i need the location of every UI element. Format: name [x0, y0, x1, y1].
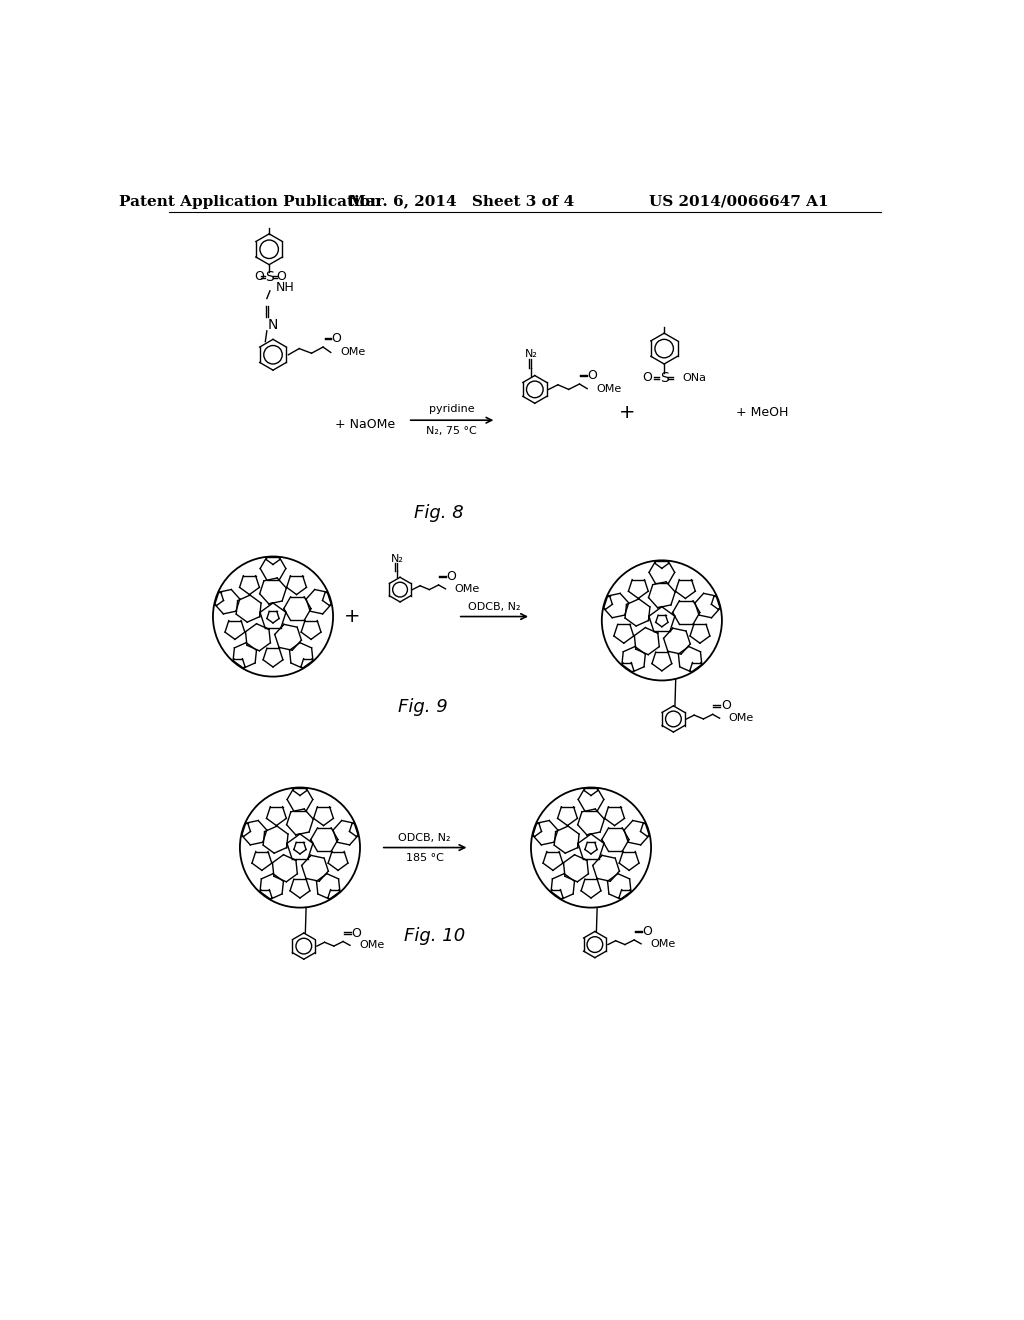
Text: O: O: [588, 370, 597, 381]
Text: OMe: OMe: [650, 939, 676, 949]
Text: 185 °C: 185 °C: [406, 853, 443, 862]
Text: ODCB, N₂: ODCB, N₂: [398, 833, 451, 842]
Text: S: S: [265, 271, 273, 284]
Text: + MeOH: + MeOH: [736, 407, 788, 418]
Text: ODCB, N₂: ODCB, N₂: [468, 602, 520, 611]
Text: S: S: [659, 371, 669, 385]
Text: O: O: [276, 271, 287, 284]
Text: OMe: OMe: [455, 583, 480, 594]
Text: O: O: [721, 700, 731, 713]
Text: ONa: ONa: [682, 372, 706, 383]
Text: O: O: [351, 927, 361, 940]
Text: N₂, 75 °C: N₂, 75 °C: [426, 426, 477, 436]
Circle shape: [213, 557, 333, 677]
Text: OMe: OMe: [341, 347, 366, 358]
Text: +: +: [344, 607, 360, 626]
Text: O: O: [254, 271, 264, 284]
Circle shape: [240, 788, 360, 908]
Text: O: O: [642, 925, 652, 939]
Text: US 2014/0066647 A1: US 2014/0066647 A1: [649, 194, 828, 209]
Text: O: O: [331, 333, 341, 345]
Text: NH: NH: [275, 281, 294, 294]
Text: + NaOMe: + NaOMe: [335, 417, 395, 430]
Text: OMe: OMe: [596, 384, 622, 393]
Text: N₂: N₂: [524, 348, 538, 359]
Text: N: N: [267, 318, 278, 331]
Text: OMe: OMe: [729, 713, 754, 723]
Text: O: O: [643, 371, 652, 384]
Text: Mar. 6, 2014 Sheet 3 of 4: Mar. 6, 2014 Sheet 3 of 4: [349, 194, 574, 209]
Text: OMe: OMe: [359, 940, 384, 950]
Text: +: +: [618, 403, 636, 422]
Circle shape: [602, 561, 722, 681]
Text: O: O: [446, 570, 457, 583]
Text: Fig. 8: Fig. 8: [414, 504, 464, 521]
Text: Fig. 9: Fig. 9: [398, 698, 449, 715]
Circle shape: [531, 788, 651, 908]
Text: pyridine: pyridine: [429, 404, 474, 414]
Text: Fig. 10: Fig. 10: [404, 927, 465, 945]
Text: N₂: N₂: [390, 554, 403, 564]
Text: Patent Application Publication: Patent Application Publication: [119, 194, 381, 209]
